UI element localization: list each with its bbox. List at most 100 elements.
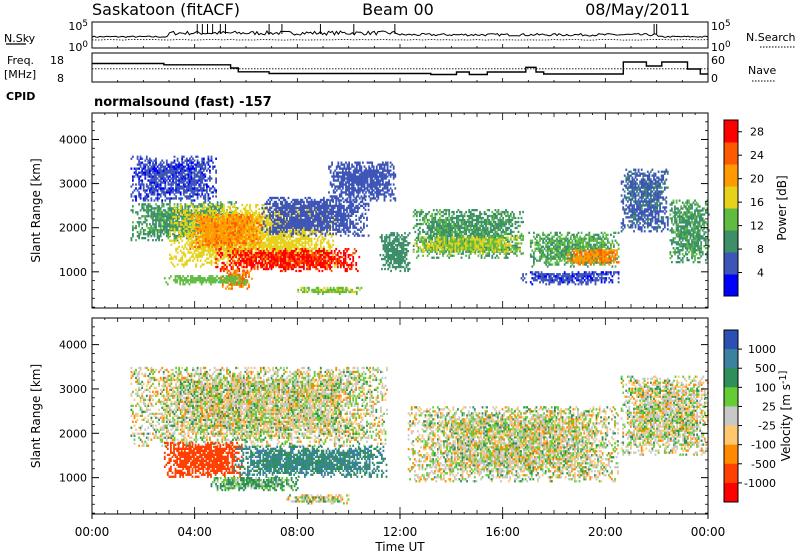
heatmap-cell	[153, 189, 156, 192]
heatmap-cell	[198, 219, 201, 222]
heatmap-cell	[209, 233, 211, 236]
heatmap-cell	[248, 283, 250, 286]
heatmap-cell	[189, 157, 191, 160]
heatmap-cell	[256, 229, 259, 232]
heatmap-cell	[135, 167, 137, 170]
heatmap-cell	[245, 237, 247, 241]
heatmap-cell	[155, 207, 157, 210]
heatmap-cell	[215, 229, 218, 233]
heatmap-cell	[306, 261, 308, 265]
heatmap-cell	[259, 219, 262, 223]
heatmap-cell	[292, 216, 294, 219]
heatmap-cell	[273, 261, 276, 265]
heatmap-cell	[273, 204, 276, 208]
heatmap-cell	[189, 225, 191, 228]
heatmap-cell	[169, 209, 171, 212]
heatmap-cell	[179, 257, 182, 260]
heatmap-cell	[207, 195, 210, 198]
heatmap-cell	[264, 219, 267, 223]
heatmap-cell	[226, 241, 229, 245]
heatmap-cell	[266, 206, 268, 210]
heatmap-cell	[286, 235, 288, 238]
heatmap-cell	[209, 214, 212, 217]
heatmap-cell	[246, 269, 249, 272]
heatmap-cell	[206, 169, 208, 172]
heatmap-cell	[298, 211, 301, 215]
heatmap-cell	[338, 259, 341, 263]
heatmap-cell	[251, 239, 253, 243]
heatmap-cell	[326, 250, 328, 253]
heatmap-cell	[159, 221, 162, 224]
heatmap-cell	[244, 257, 247, 260]
heatmap-cell	[207, 163, 210, 166]
heatmap-cell	[213, 165, 216, 168]
heatmap-cell	[312, 257, 314, 261]
heatmap-cell	[149, 187, 151, 190]
heatmap-cell	[141, 173, 144, 176]
heatmap-cell	[199, 177, 202, 180]
heatmap-cell	[215, 203, 217, 207]
heatmap-cell	[251, 241, 253, 245]
heatmap-cell	[149, 171, 151, 174]
heatmap-cell	[329, 247, 331, 250]
heatmap-cell	[184, 203, 187, 206]
heatmap-cell	[164, 211, 167, 214]
heatmap-cell	[275, 210, 278, 213]
heatmap-cell	[182, 189, 185, 192]
heatmap-cell	[175, 213, 177, 216]
heatmap-cell	[223, 239, 226, 243]
heatmap-cell	[296, 206, 299, 210]
heatmap-cell	[153, 229, 156, 232]
heatmap-cell	[267, 208, 270, 211]
heatmap-cell	[284, 245, 287, 248]
heatmap-cell	[142, 199, 145, 202]
heatmap-cell	[178, 233, 180, 236]
heatmap-cell	[176, 229, 179, 232]
heatmap-cell	[253, 221, 256, 225]
heatmap-cell	[309, 231, 311, 234]
heatmap-cell	[197, 245, 199, 249]
heatmap-cell	[226, 243, 229, 247]
heatmap-cell	[206, 179, 208, 182]
heatmap-cell	[287, 233, 290, 236]
heatmap-cell	[178, 165, 180, 168]
heatmap-cell	[267, 231, 270, 234]
heatmap-cell	[255, 211, 257, 215]
heatmap-cell	[222, 245, 225, 248]
heatmap-cell	[313, 265, 316, 269]
heatmap-cell	[290, 245, 293, 248]
heatmap-cell	[344, 259, 347, 263]
heatmap-cell	[133, 171, 136, 174]
heatmap-cell	[304, 243, 307, 246]
heatmap-cell	[290, 255, 293, 259]
heatmap-cell	[296, 255, 299, 259]
heatmap-cell	[210, 159, 213, 162]
heatmap-cell	[267, 219, 270, 223]
heatmap-cell	[247, 259, 250, 263]
heatmap-cell	[185, 161, 188, 164]
heatmap-cell	[159, 213, 162, 216]
heatmap-cell	[267, 239, 270, 242]
heatmap-cell	[246, 257, 248, 261]
heatmap-cell	[189, 243, 191, 246]
heatmap-cell	[298, 263, 301, 267]
heatmap-cell	[227, 250, 230, 253]
heatmap-cell	[215, 191, 217, 194]
heatmap-cell	[164, 199, 167, 202]
heatmap-cell	[230, 251, 233, 254]
heatmap-cell	[189, 193, 191, 196]
heatmap-cell	[195, 255, 197, 258]
heatmap-cell	[192, 161, 194, 164]
heatmap-cell	[211, 227, 213, 231]
heatmap-cell	[264, 213, 267, 217]
heatmap-cell	[256, 267, 259, 271]
heatmap-cell	[159, 209, 162, 212]
heatmap-cell	[279, 263, 282, 267]
heatmap-cell	[176, 163, 179, 166]
heatmap-cell	[216, 239, 219, 242]
heatmap-cell	[209, 197, 211, 200]
heatmap-cell	[237, 225, 240, 229]
heatmap-cell	[136, 221, 139, 224]
heatmap-cell	[159, 195, 162, 198]
heatmap-cell	[306, 265, 308, 268]
